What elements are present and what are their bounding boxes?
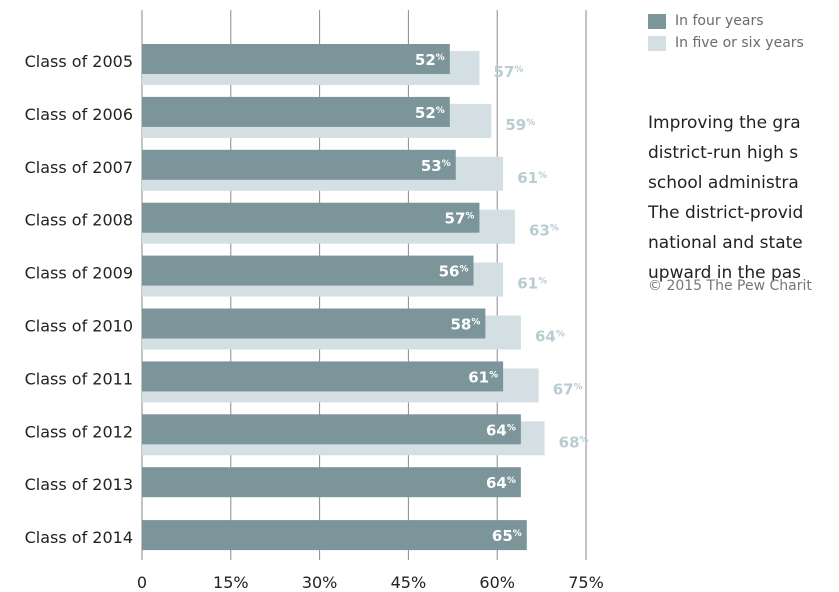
category-label: Class of 2014 bbox=[25, 528, 133, 547]
bar-four-years bbox=[142, 308, 486, 339]
legend-swatch-four-years bbox=[648, 13, 666, 29]
category-label: Class of 2010 bbox=[25, 317, 133, 336]
legend-item-four-years: In four years bbox=[648, 10, 804, 32]
category-label: Class of 2008 bbox=[25, 211, 133, 230]
category-label: Class of 2007 bbox=[25, 158, 133, 177]
value-label-five-six-years: 64% bbox=[535, 328, 565, 346]
bar-four-years bbox=[142, 96, 450, 127]
bar-four-years bbox=[142, 149, 456, 180]
note-line: upward in the pas bbox=[648, 263, 802, 283]
bar-four-years bbox=[142, 255, 474, 286]
value-label-five-six-years: 68% bbox=[559, 433, 589, 451]
bar-four-years bbox=[142, 361, 504, 392]
note-line: national and state bbox=[648, 233, 803, 253]
value-label-five-six-years: 67% bbox=[553, 380, 583, 398]
x-tick-label: 15% bbox=[213, 573, 249, 592]
legend: In four years In five or six years bbox=[648, 10, 804, 54]
legend-label-four-years: In four years bbox=[675, 13, 764, 29]
x-axis-ticks: 0 15% 30% 45% 60% 75% bbox=[137, 573, 604, 592]
value-label-five-six-years: 63% bbox=[529, 222, 559, 240]
value-label-five-six-years: 61% bbox=[517, 169, 547, 187]
bars bbox=[142, 44, 545, 551]
category-label: Class of 2011 bbox=[25, 369, 133, 388]
legend-swatch-five-six-years bbox=[648, 35, 666, 51]
category-label: Class of 2009 bbox=[25, 264, 133, 283]
bar-four-years bbox=[142, 44, 450, 74]
bar-chart: 52%57%52%59%53%61%57%63%56%61%58%64%61%6… bbox=[25, 10, 604, 592]
copyright: © 2015 The Pew Charit bbox=[648, 278, 812, 294]
x-tick-label: 45% bbox=[391, 573, 427, 592]
category-label: Class of 2005 bbox=[25, 52, 133, 71]
legend-label-five-six-years: In five or six years bbox=[675, 35, 804, 51]
value-label-five-six-years: 59% bbox=[505, 116, 535, 134]
x-tick-label: 30% bbox=[302, 573, 338, 592]
value-label-five-six-years: 61% bbox=[517, 275, 547, 293]
bar-four-years bbox=[142, 520, 527, 551]
category-labels: Class of 2005 Class of 2006 Class of 2007 C… bbox=[25, 52, 133, 547]
note-line: Improving the gra bbox=[648, 113, 801, 133]
bar-four-years bbox=[142, 414, 521, 445]
category-label: Class of 2012 bbox=[25, 422, 133, 441]
legend-item-five-six-years: In five or six years bbox=[648, 32, 804, 54]
value-label-five-six-years: 57% bbox=[494, 63, 524, 81]
x-tick-label: 75% bbox=[568, 573, 604, 592]
category-label: Class of 2013 bbox=[25, 475, 133, 494]
note-line: district-run high s bbox=[648, 143, 799, 163]
x-tick-label: 60% bbox=[479, 573, 515, 592]
category-label: Class of 2006 bbox=[25, 105, 133, 124]
note-line: school administra bbox=[648, 173, 799, 193]
bar-four-years bbox=[142, 467, 521, 498]
note-text: Improving the gra district-run high s sc… bbox=[648, 108, 839, 288]
bar-four-years bbox=[142, 202, 480, 233]
value-labels: 52%57%52%59%53%61%57%63%56%61%58%64%61%6… bbox=[415, 51, 589, 545]
x-tick-label: 0 bbox=[137, 573, 147, 592]
note-line: The district-provid bbox=[648, 203, 804, 223]
